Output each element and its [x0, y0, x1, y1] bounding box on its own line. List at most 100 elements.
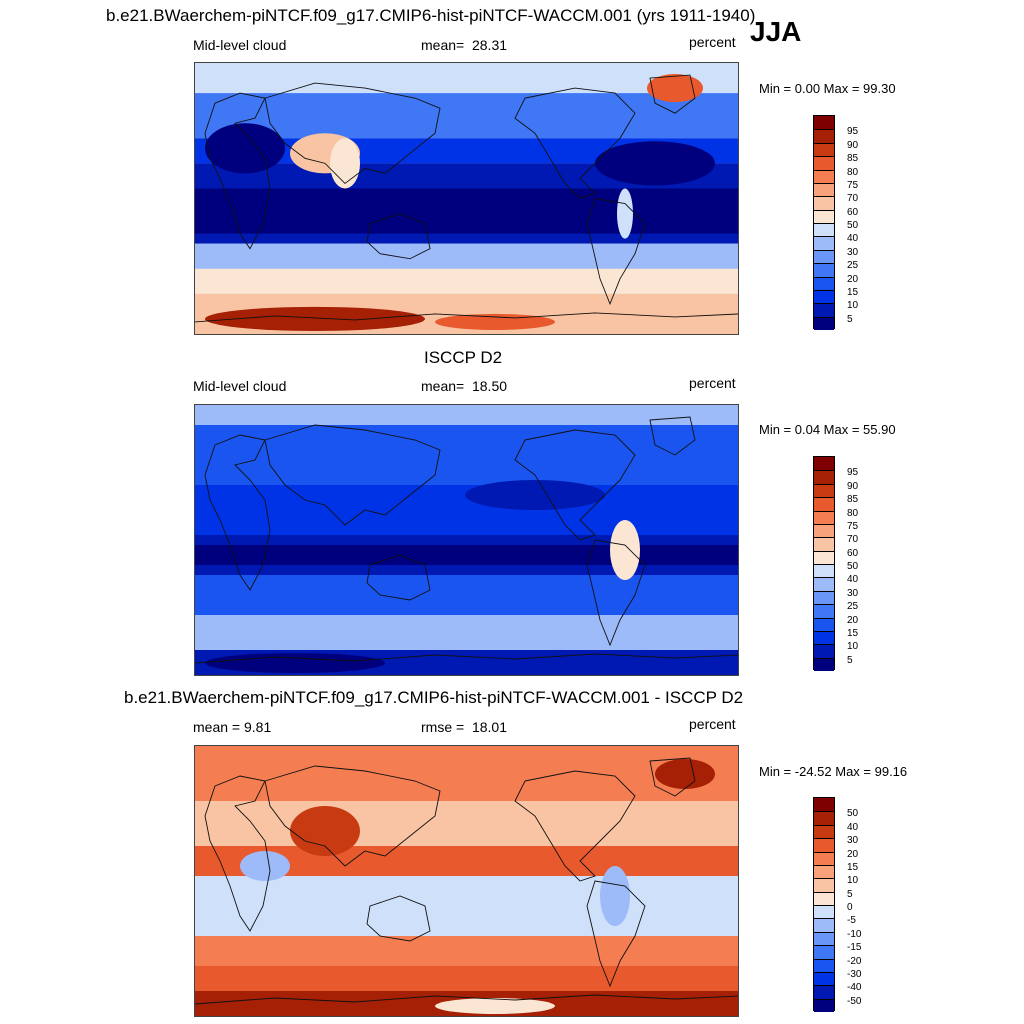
- panel1-stat-value: 28.31: [471, 37, 508, 53]
- field-band: [195, 268, 738, 294]
- colorbar-label: 25: [847, 601, 859, 613]
- panel1-mean-label: mean= 28.31: [421, 37, 507, 53]
- panel1-minmax: Min = 0.00 Max = 99.30: [759, 81, 896, 96]
- panel3-title: b.e21.BWaerchem-piNTCF.f09_g17.CMIP6-his…: [124, 688, 744, 707]
- colorbar-swatch: [814, 590, 834, 605]
- colorbar-label: 40: [847, 233, 859, 245]
- field-band: [195, 936, 738, 966]
- colorbar-swatch: [814, 276, 834, 290]
- coastline: [514, 770, 636, 882]
- colorbar-label: 80: [847, 507, 859, 519]
- panel2-variable-label: Mid-level cloud: [193, 378, 287, 394]
- field-blob: [330, 138, 360, 189]
- colorbar-swatch: [814, 156, 834, 170]
- colorbar-label: 85: [847, 153, 859, 165]
- colorbar-label: 20: [847, 273, 859, 285]
- field-band: [195, 545, 738, 565]
- colorbar-swatch: [814, 958, 834, 972]
- colorbar-swatch: [814, 945, 834, 959]
- panel1-map: [194, 62, 739, 335]
- panel2-mean-label: mean= 18.50: [421, 378, 507, 394]
- colorbar-swatch: [814, 918, 834, 932]
- field-blob: [610, 520, 640, 580]
- colorbar-swatch: [814, 985, 834, 999]
- field-band: [195, 966, 738, 991]
- colorbar-label: -50: [847, 995, 862, 1007]
- coastline: [264, 765, 441, 867]
- colorbar-label: 90: [847, 139, 859, 151]
- panel1-variable-label: Mid-level cloud: [193, 37, 287, 53]
- panel2-stat-label: mean=: [421, 378, 465, 394]
- figure-title: b.e21.BWaerchem-piNTCF.f09_g17.CMIP6-his…: [106, 6, 756, 25]
- panel3-mean-label: mean = 9.81: [193, 719, 272, 735]
- colorbar-swatch: [814, 483, 834, 498]
- field-band: [195, 746, 738, 801]
- colorbar-label: 10: [847, 300, 859, 312]
- coastline: [366, 895, 431, 942]
- colorbar-label: 20: [847, 848, 859, 860]
- colorbar-swatch: [814, 604, 834, 618]
- field-blob: [600, 866, 630, 926]
- colorbar-label: 10: [847, 641, 859, 653]
- panel3-map: [194, 745, 739, 1017]
- colorbar-swatch: [814, 510, 834, 524]
- colorbar-label: -15: [847, 942, 862, 954]
- colorbar-label: 25: [847, 260, 859, 272]
- colorbar-swatch: [814, 905, 834, 919]
- panel1-colorbar: [813, 115, 835, 330]
- colorbar-label: 15: [847, 286, 859, 298]
- colorbar-label: 75: [847, 520, 859, 532]
- coastline: [649, 416, 696, 456]
- colorbar-swatch: [814, 891, 834, 905]
- colorbar-label: 30: [847, 587, 859, 599]
- coastline: [195, 312, 738, 323]
- field-blob: [617, 188, 633, 239]
- colorbar-swatch: [814, 523, 834, 538]
- coastline: [204, 434, 271, 591]
- field-blob: [435, 998, 555, 1014]
- panel2-minmax: Min = 0.04 Max = 55.90: [759, 422, 896, 437]
- coastline: [649, 757, 696, 797]
- colorbar-swatch: [814, 289, 834, 304]
- panel3-minmax: Min = -24.52 Max = 99.16: [759, 764, 908, 779]
- field-band: [195, 93, 738, 139]
- colorbar-label: 75: [847, 179, 859, 191]
- field-blob: [595, 141, 715, 186]
- colorbar-swatch: [814, 470, 834, 484]
- colorbar-label: 80: [847, 166, 859, 178]
- colorbar-swatch: [814, 851, 834, 865]
- coastline: [586, 539, 646, 647]
- colorbar-label: 30: [847, 835, 859, 847]
- colorbar-swatch: [814, 537, 834, 551]
- colorbar-label: 15: [847, 861, 859, 873]
- panel2-units: percent: [689, 375, 736, 391]
- colorbar-swatch: [814, 169, 834, 183]
- colorbar-swatch: [814, 864, 834, 879]
- field-blob: [435, 313, 555, 330]
- colorbar-label: 0: [847, 902, 853, 913]
- coastline: [204, 92, 271, 250]
- colorbar-label: 95: [847, 467, 859, 479]
- coastline: [649, 74, 696, 114]
- panel3-stat-value: 18.01: [471, 719, 508, 735]
- colorbar-label: 85: [847, 494, 859, 506]
- field-blob: [205, 653, 385, 673]
- panel3-rmse-label: rmse = 18.01: [421, 719, 507, 735]
- colorbar-swatch: [814, 644, 834, 658]
- coastline: [264, 424, 441, 526]
- coastline: [366, 554, 431, 601]
- field-band: [195, 615, 738, 650]
- field-band: [195, 575, 738, 615]
- colorbar-swatch: [814, 182, 834, 197]
- colorbar-swatch: [814, 824, 834, 839]
- colorbar-label: 15: [847, 627, 859, 639]
- colorbar-label: 30: [847, 246, 859, 258]
- colorbar-label: 5: [847, 654, 853, 666]
- colorbar-swatch: [814, 577, 834, 591]
- colorbar-swatch: [814, 798, 834, 812]
- field-band: [195, 801, 738, 846]
- coastline: [195, 653, 738, 664]
- colorbar-swatch: [814, 550, 834, 564]
- field-blob: [240, 851, 290, 881]
- field-band: [195, 876, 738, 936]
